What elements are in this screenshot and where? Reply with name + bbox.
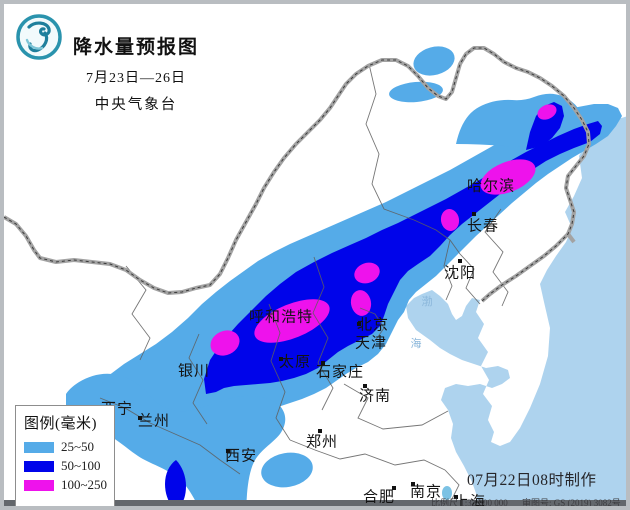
lake-taihu — [442, 486, 452, 500]
legend-item: 25~50 — [24, 439, 114, 454]
national-border — [4, 46, 591, 303]
map-scale-note: 比例尺 1:32 800 000 审图号: GS (2019) 3082号 — [431, 496, 621, 508]
precip-heavy-areas — [210, 104, 557, 356]
forecast-date-range: 7月23日—26日 — [86, 71, 186, 86]
cma-logo-icon — [15, 13, 63, 61]
legend-title: 图例(毫米) — [24, 416, 97, 432]
legend-item: 50~100 — [24, 458, 114, 473]
legend-label: 50~100 — [61, 458, 101, 473]
map-graphic — [4, 46, 626, 506]
province-borders — [99, 63, 509, 502]
legend-swatch-heavy — [24, 479, 54, 491]
map-header: 降水量预报图 7月23日—26日 中央气象台 — [56, 32, 216, 114]
approval-number: 审图号: GS (2019) 3082号 — [522, 498, 621, 508]
scale-text: 比例尺 1:32 800 000 — [431, 498, 508, 508]
legend-swatch-light — [24, 441, 54, 453]
legend-item: 100~250 — [24, 477, 114, 492]
map-bottom-border — [4, 500, 626, 506]
agency-name: 中央气象台 — [94, 97, 178, 113]
legend-label: 25~50 — [61, 439, 95, 454]
legend-box: 图例(毫米) 25~50 50~100 100~250 — [15, 405, 115, 506]
legend-swatch-mid — [24, 460, 54, 472]
map-title: 降水量预报图 — [72, 37, 199, 58]
production-time: 07月22日08时制作 — [467, 472, 597, 489]
sea-area — [406, 116, 626, 506]
legend-label: 100~250 — [61, 477, 108, 492]
